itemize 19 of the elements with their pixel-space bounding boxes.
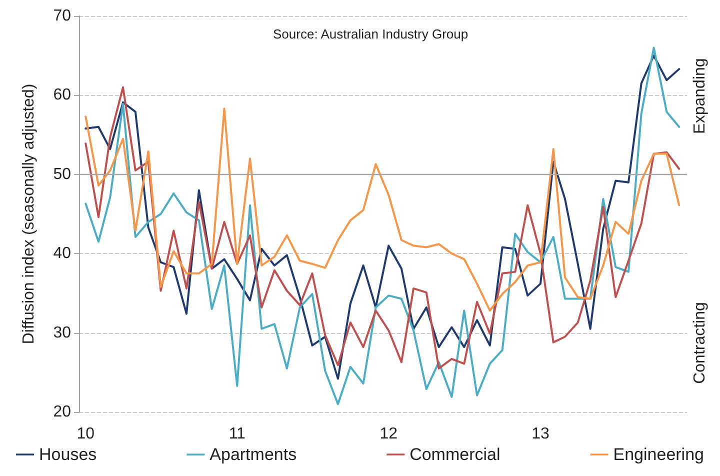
- x-tick-label: 12: [380, 426, 398, 442]
- legend-label: Engineering: [613, 445, 704, 464]
- y-tick-label: 30: [53, 324, 72, 342]
- y-tick-label: 20: [53, 404, 72, 420]
- line-series: [84, 108, 680, 312]
- text: Contracting: [692, 302, 708, 384]
- y-tick-label: 50: [53, 166, 72, 183]
- legend-label: Commercial: [410, 445, 500, 464]
- legend-label: Apartments: [210, 445, 297, 464]
- x-tick-label: 13: [532, 426, 550, 442]
- annotation: Source: Australian Industry Group: [273, 26, 468, 42]
- legend-label: Houses: [39, 445, 97, 464]
- y-tick-label: 70: [53, 8, 72, 24]
- y-tick-label: 60: [53, 86, 72, 104]
- x-tick-label: 11: [228, 426, 246, 442]
- text: Expanding: [692, 58, 708, 134]
- y-axis-title: Diffusion index (seasonally adjusted): [20, 84, 38, 344]
- x-tick-label: 10: [76, 426, 95, 442]
- y-tick-label: 40: [53, 245, 72, 262]
